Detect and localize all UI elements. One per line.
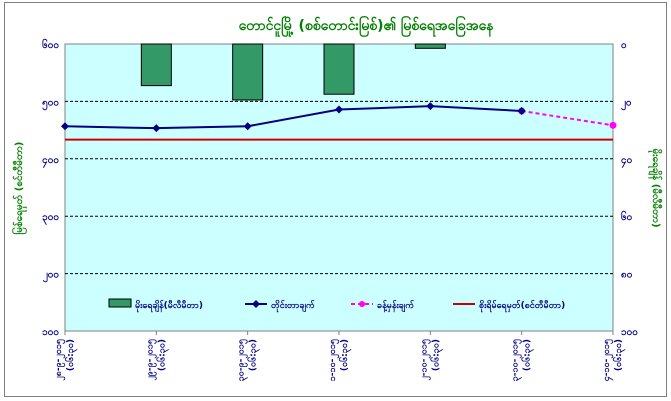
rainfall-bar xyxy=(414,43,446,49)
rainfall-bar xyxy=(140,43,172,87)
legend-label: တိုင်းတာချက် xyxy=(271,300,315,313)
rainfall-bars xyxy=(140,43,446,101)
x-axis-ticks: ၂၈-၉-၂၀၁၅ (၀၆:၃၀) ၂၉-၉-၂၀၁၅ (၀၆:၃၀) ၃၀-၉-၂၀၁… xyxy=(54,331,626,381)
gridlines xyxy=(65,100,613,275)
data-point xyxy=(335,105,343,114)
right-axis-label: မိုးရေချိန် (မီလီမီတာ) xyxy=(647,148,663,227)
legend-label: စိုးရိမ်ရေမှတ်(စင်တီမီတာ) xyxy=(479,300,565,313)
data-point xyxy=(152,124,161,133)
right-tick-label: ၈၀ xyxy=(621,270,632,281)
right-tick-label: ၄၀ xyxy=(621,155,632,169)
x-tick-label: ၂၈-၉-၂၀၁၅ (၀၆:၃၀) xyxy=(54,339,78,381)
x-tick-label: ၁-၁၀-၂၀၁၅ (၀၆:၃၀) xyxy=(328,339,352,381)
chart-svg: တောင်ငူမြို့ (စစ်တောင်းမြစ်)၏ မြစ်ရေအခြေ… xyxy=(11,16,663,381)
left-tick-label: ၁၀၀ xyxy=(42,327,59,338)
left-tick-label: ၅၀၀ xyxy=(42,97,59,111)
right-tick-label: ၀ xyxy=(621,40,627,51)
x-tick-label: ၃-၁၀-၂၀၁၅ (၀၆:၃၀) xyxy=(511,339,535,381)
left-axis-label: မြစ်ရေမှတ် (စင်တီမီတာ) xyxy=(11,142,28,235)
right-tick-label: ၆၀ xyxy=(621,210,632,223)
x-tick-label: ၂-၁၀-၂၀၁၅ (၀၆:၃၀) xyxy=(419,339,443,381)
left-tick-label: ၆၀၀ xyxy=(42,38,59,51)
left-tick-label: ၂၀၀ xyxy=(43,270,59,284)
x-tick-label: ၂၉-၉-၂၀၁၅ (၀၆:၃၀) xyxy=(145,339,169,381)
right-tick-label: ၂၀ xyxy=(621,97,632,111)
x-tick-label: ၄-၁၀-၂၀၁၅ (၀၆:၃၀) xyxy=(602,339,626,381)
data-point xyxy=(243,122,252,131)
rainfall-bar xyxy=(323,43,355,95)
chart-title: တောင်ငူမြို့ (စစ်တောင်းမြစ်)၏ မြစ်ရေအခြေ… xyxy=(239,16,495,37)
series-line xyxy=(64,105,522,130)
left-tick-label: ၃၀၀ xyxy=(42,212,59,226)
series-line xyxy=(521,109,614,127)
data-point xyxy=(517,106,526,115)
right-tick-label: ၁၀၀ xyxy=(621,327,638,338)
legend-label: မိုးရေချိန်(မီလီမီတာ) xyxy=(135,300,203,313)
left-tick-label: ၄၀၀ xyxy=(42,155,59,169)
water-level-lines xyxy=(61,102,617,133)
data-point xyxy=(426,102,435,111)
x-tick-label: ၃၀-၉-၂၀၁၅ (၀၆:၃၀) xyxy=(237,339,261,381)
legend-label: ခန့်မှန်းချက် xyxy=(377,300,415,313)
rainfall-bar xyxy=(232,43,264,101)
legend: မိုးရေချိန်(မီလီမီတာ) တိုင်းတာချက် ခန့်မှန… xyxy=(108,298,565,313)
chart-frame: တောင်ငူမြို့ (စစ်တောင်းမြစ်)၏ မြစ်ရေအခြေ… xyxy=(4,2,667,397)
data-point xyxy=(609,121,617,129)
data-point xyxy=(61,122,69,131)
